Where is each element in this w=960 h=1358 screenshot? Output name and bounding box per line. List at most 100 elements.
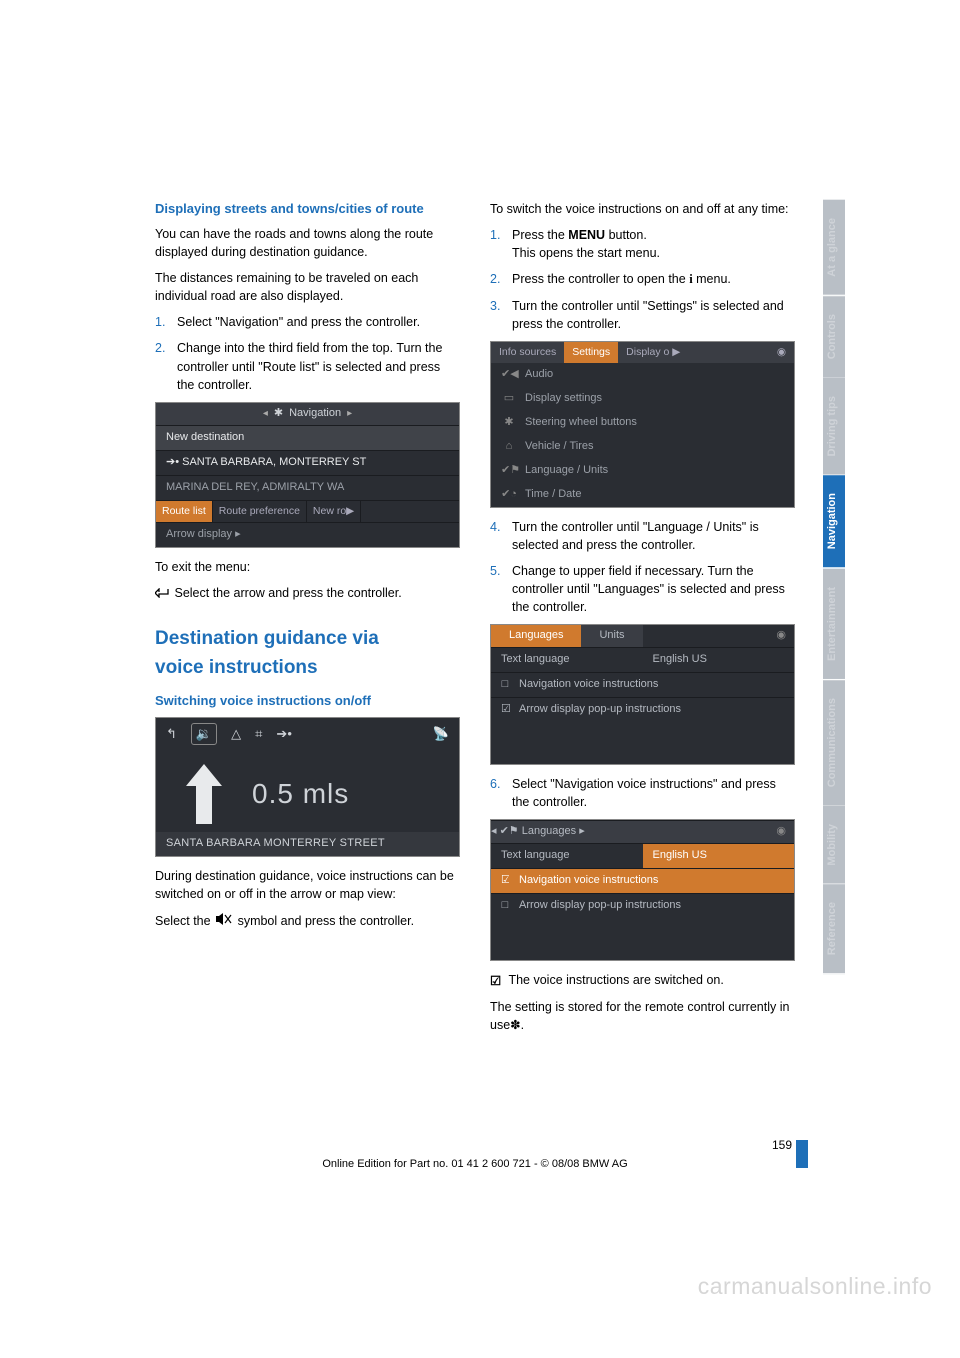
warning-icon: △ — [231, 725, 241, 744]
side-tab-at-a-glance[interactable]: At a glance — [823, 200, 845, 296]
lang-cell: English US — [643, 648, 795, 672]
step-number: 3. — [490, 297, 512, 333]
list-item: 3.Turn the controller until "Settings" i… — [490, 297, 795, 333]
settings-menu-item: ✔⚑Language / Units — [491, 459, 794, 483]
lang-cell: Arrow display pop-up instructions — [509, 894, 794, 918]
nav-row: New destination — [156, 425, 459, 450]
side-tab-driving-tips[interactable]: Driving tips — [823, 378, 845, 476]
step-number: 1. — [490, 226, 512, 262]
side-tab-communications[interactable]: Communications — [823, 680, 845, 806]
satellite-icon: 📡 — [433, 725, 449, 744]
settings-tab: Display o ▶ — [618, 342, 688, 363]
step-text: Press the controller to open the i menu. — [512, 270, 795, 288]
para: The setting is stored for the remote con… — [490, 998, 795, 1034]
settings-menu-item: ✔◀ Audio — [491, 363, 794, 387]
side-tab-controls[interactable]: Controls — [823, 296, 845, 378]
settings-menu-item: ✔◔Time / Date — [491, 483, 794, 507]
lang-cell: English US — [643, 844, 795, 868]
exit-label: To exit the menu: — [155, 558, 460, 576]
menu-label: Audio — [525, 367, 553, 383]
settings-tab: Settings — [564, 342, 618, 363]
para: The distances remaining to be traveled o… — [155, 269, 460, 305]
list-item: 2.Change into the third field from the t… — [155, 339, 460, 393]
chevron-left-icon: ◂ — [263, 407, 268, 422]
list-item: 4.Turn the controller until "Language / … — [490, 518, 795, 554]
step-text: Select "Navigation voice instructions" a… — [512, 775, 795, 811]
checkbox-icon: □ — [491, 894, 509, 918]
heading-displaying-streets: Displaying streets and towns/cities of r… — [155, 200, 460, 219]
side-tabs: At a glanceControlsDriving tipsNavigatio… — [823, 200, 845, 975]
right-column: To switch the voice instructions on and … — [490, 200, 795, 1042]
menu-label: Display settings — [525, 391, 602, 407]
step-number: 5. — [490, 562, 512, 616]
exit-text: Select the arrow and press the controlle… — [155, 584, 460, 603]
para: During destination guidance, voice instr… — [155, 867, 460, 903]
menu-icon: ⌂ — [501, 439, 517, 455]
menu-label: Steering wheel buttons — [525, 415, 637, 431]
list-item: 2.Press the controller to open the i men… — [490, 270, 795, 288]
para: You can have the roads and towns along t… — [155, 225, 460, 261]
step-number: 1. — [155, 313, 177, 331]
page-content: Displaying streets and towns/cities of r… — [155, 200, 795, 1042]
checkbox-icon: □ — [491, 673, 509, 697]
settings-menu-item: ⌂ Vehicle / Tires — [491, 435, 794, 459]
speaker-icon: 🔉 — [191, 723, 217, 746]
lang-cell: Navigation voice instructions — [509, 673, 794, 697]
menu-icon: ✔◔ — [501, 487, 517, 503]
knob-icon: ◉ — [769, 342, 794, 363]
nav-topbar: ◂ ✱ Navigation ▸ — [156, 403, 459, 425]
settings-screenshot: Info sourcesSettingsDisplay o ▶ ◉ ✔◀ Audio… — [490, 341, 795, 508]
list-item: 1.Press the MENU button.This opens the s… — [490, 226, 795, 262]
settings-tab: Info sources — [491, 342, 564, 363]
nav-tab: New ro▶ — [307, 501, 361, 522]
nav-bottom-row: Arrow display ▸ — [156, 522, 459, 547]
heading-switching-voice: Switching voice instructions on/off — [155, 692, 460, 711]
languages-screenshot-1: LanguagesUnits◉ Text languageEnglish US□… — [490, 624, 795, 765]
chevron-right-icon: ▸ — [347, 407, 352, 422]
watermark: carmanualsonline.info — [698, 1273, 932, 1300]
side-tab-entertainment[interactable]: Entertainment — [823, 569, 845, 680]
padding — [491, 722, 794, 764]
step-text: Press the MENU button.This opens the sta… — [512, 226, 795, 262]
languages-screenshot-2: ◂ ✔⚑ Languages ▸ ◉ Text languageEnglish … — [490, 819, 795, 961]
lang-cell: Text language — [491, 844, 643, 868]
street-name: SANTA BARBARA MONTERREY STREET — [156, 832, 459, 856]
lang-row: ☑Navigation voice instructions — [491, 868, 794, 893]
lang1-tabs: LanguagesUnits◉ — [491, 625, 794, 647]
side-tab-reference[interactable]: Reference — [823, 884, 845, 974]
nav-tabs: Route listRoute preferenceNew ro▶ — [156, 500, 459, 522]
menu-icon: ✔◀ — [501, 367, 517, 383]
step-text: Turn the controller until "Settings" is … — [512, 297, 795, 333]
checkbox-icon: ☑ — [491, 869, 509, 893]
step-list-d: 6.Select "Navigation voice instructions"… — [490, 775, 795, 811]
nav-row: ➔• SANTA BARBARA, MONTERREY ST — [156, 450, 459, 475]
step-number: 2. — [490, 270, 512, 288]
back-arrow-icon — [155, 585, 169, 603]
list-item: 1.Select "Navigation" and press the cont… — [155, 313, 460, 331]
lang-tab: Units — [581, 625, 642, 647]
side-tab-mobility[interactable]: Mobility — [823, 806, 845, 885]
speaker-mute-icon — [216, 912, 232, 930]
lang-row: Text languageEnglish US — [491, 843, 794, 868]
arrow-view-screenshot: ↰ 🔉 △ ⌗ ➔• 📡 0.5 mls SANTA BARBARA MONTE… — [155, 717, 460, 858]
menu-label: Vehicle / Tires — [525, 439, 593, 455]
lang-row: Text languageEnglish US — [491, 647, 794, 672]
nav-tab: Route preference — [213, 501, 307, 522]
scale-icon: ⌗ — [255, 725, 262, 744]
settings-menu-item: ✱Steering wheel buttons — [491, 411, 794, 435]
footer-text: Online Edition for Part no. 01 41 2 600 … — [155, 1158, 795, 1170]
lang-cell: Navigation voice instructions — [509, 869, 794, 893]
step-list-c: 4.Turn the controller until "Language / … — [490, 518, 795, 617]
settings-menu-item: ▭Display settings — [491, 387, 794, 411]
distance-value: 0.5 mls — [252, 774, 349, 815]
lang-cell: Arrow display pop-up instructions — [509, 698, 794, 722]
step-number: 6. — [490, 775, 512, 811]
nav-tab: Route list — [156, 501, 213, 522]
nav-title: Navigation — [289, 406, 341, 422]
para: To switch the voice instructions on and … — [490, 200, 795, 218]
step-list-b: 1.Press the MENU button.This opens the s… — [490, 226, 795, 333]
side-tab-navigation[interactable]: Navigation — [823, 475, 845, 568]
page-number: 159 — [772, 1138, 792, 1152]
menu-icon: ✔⚑ — [501, 463, 517, 479]
left-column: Displaying streets and towns/cities of r… — [155, 200, 460, 1042]
